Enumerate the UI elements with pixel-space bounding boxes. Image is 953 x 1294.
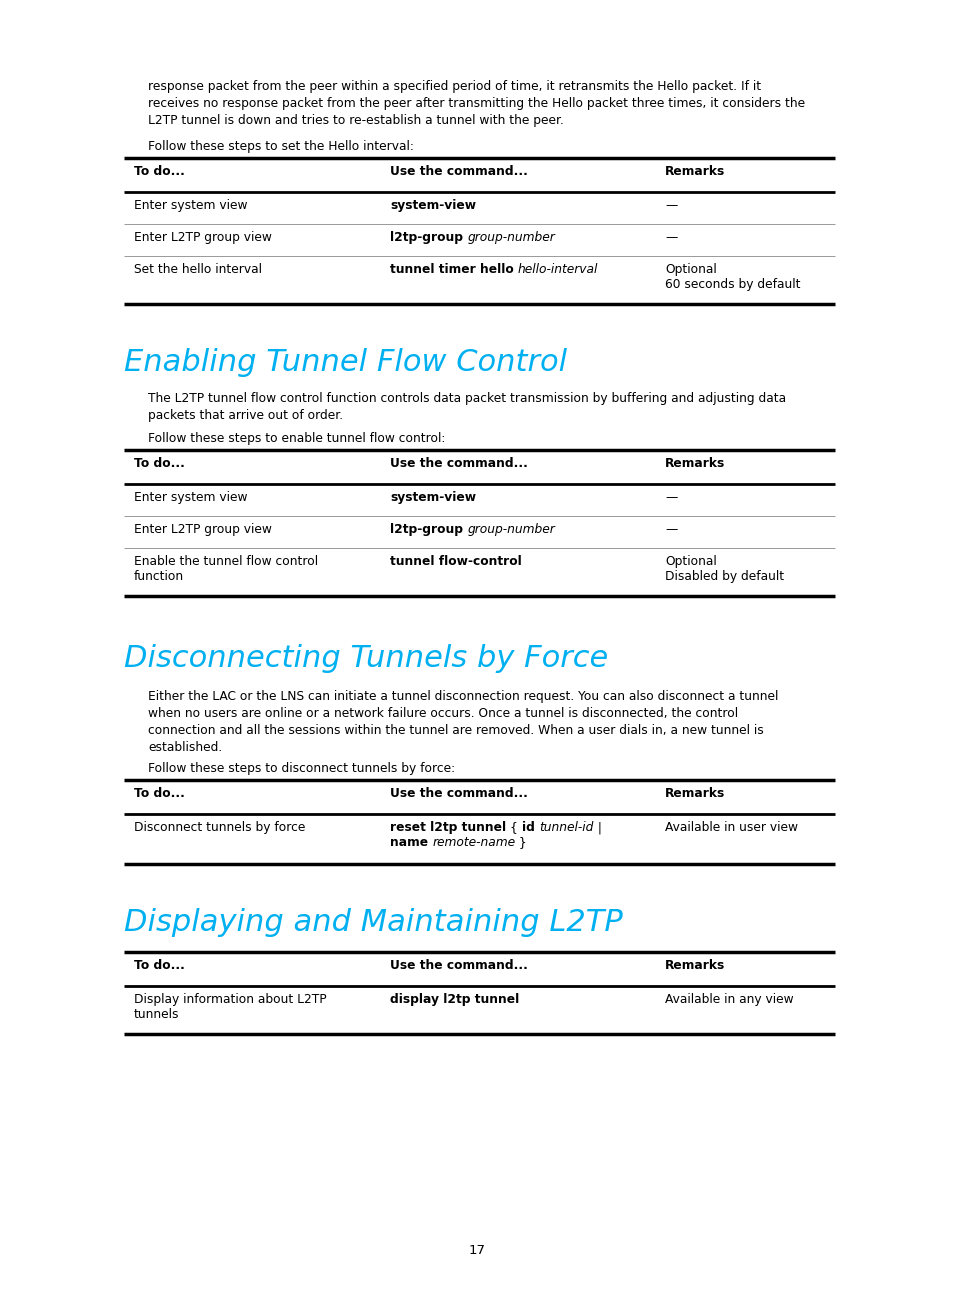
Text: l2tp-group: l2tp-group — [390, 523, 467, 536]
Text: reset l2tp tunnel: reset l2tp tunnel — [390, 820, 510, 835]
Text: Disconnecting Tunnels by Force: Disconnecting Tunnels by Force — [124, 644, 608, 673]
Text: Disconnect tunnels by force: Disconnect tunnels by force — [133, 820, 305, 835]
Text: tunnel flow-control: tunnel flow-control — [390, 555, 521, 568]
Text: |: | — [593, 820, 601, 835]
Text: Either the LAC or the LNS can initiate a tunnel disconnection request. You can a: Either the LAC or the LNS can initiate a… — [148, 690, 778, 703]
Text: system-view: system-view — [390, 490, 476, 503]
Text: Optional: Optional — [664, 555, 716, 568]
Text: Remarks: Remarks — [664, 166, 724, 179]
Text: name: name — [390, 836, 432, 849]
Text: Use the command...: Use the command... — [390, 787, 527, 800]
Text: Use the command...: Use the command... — [390, 166, 527, 179]
Text: Enter L2TP group view: Enter L2TP group view — [133, 523, 272, 536]
Text: response packet from the peer within a specified period of time, it retransmits : response packet from the peer within a s… — [148, 80, 760, 93]
Text: Follow these steps to set the Hello interval:: Follow these steps to set the Hello inte… — [148, 140, 414, 153]
Text: Enable the tunnel flow control: Enable the tunnel flow control — [133, 555, 317, 568]
Text: 60 seconds by default: 60 seconds by default — [664, 278, 800, 291]
Text: Enter L2TP group view: Enter L2TP group view — [133, 232, 272, 245]
Text: established.: established. — [148, 741, 222, 754]
Text: Use the command...: Use the command... — [390, 959, 527, 972]
Text: Optional: Optional — [664, 263, 716, 276]
Text: L2TP tunnel is down and tries to re-establish a tunnel with the peer.: L2TP tunnel is down and tries to re-esta… — [148, 114, 563, 127]
Text: tunnel timer hello: tunnel timer hello — [390, 263, 517, 276]
Text: display l2tp tunnel: display l2tp tunnel — [390, 992, 518, 1005]
Text: —: — — [664, 490, 677, 503]
Text: Follow these steps to enable tunnel flow control:: Follow these steps to enable tunnel flow… — [148, 432, 445, 445]
Text: Available in user view: Available in user view — [664, 820, 797, 835]
Text: Enter system view: Enter system view — [133, 490, 247, 503]
Text: packets that arrive out of order.: packets that arrive out of order. — [148, 409, 343, 422]
Text: system-view: system-view — [390, 199, 476, 212]
Text: To do...: To do... — [133, 787, 185, 800]
Text: Remarks: Remarks — [664, 959, 724, 972]
Text: Disabled by default: Disabled by default — [664, 569, 783, 584]
Text: Enabling Tunnel Flow Control: Enabling Tunnel Flow Control — [124, 348, 566, 377]
Text: To do...: To do... — [133, 457, 185, 470]
Text: The L2TP tunnel flow control function controls data packet transmission by buffe: The L2TP tunnel flow control function co… — [148, 392, 785, 405]
Text: receives no response packet from the peer after transmitting the Hello packet th: receives no response packet from the pee… — [148, 97, 804, 110]
Text: —: — — [664, 523, 677, 536]
Text: Available in any view: Available in any view — [664, 992, 793, 1005]
Text: group-number: group-number — [467, 232, 555, 245]
Text: Enter system view: Enter system view — [133, 199, 247, 212]
Text: —: — — [664, 232, 677, 245]
Text: tunnel-id: tunnel-id — [538, 820, 593, 835]
Text: Remarks: Remarks — [664, 787, 724, 800]
Text: Display information about L2TP: Display information about L2TP — [133, 992, 326, 1005]
Text: l2tp-group: l2tp-group — [390, 232, 467, 245]
Text: Follow these steps to disconnect tunnels by force:: Follow these steps to disconnect tunnels… — [148, 762, 455, 775]
Text: }: } — [515, 836, 527, 849]
Text: To do...: To do... — [133, 166, 185, 179]
Text: Use the command...: Use the command... — [390, 457, 527, 470]
Text: group-number: group-number — [467, 523, 555, 536]
Text: remote-name: remote-name — [432, 836, 515, 849]
Text: tunnels: tunnels — [133, 1008, 179, 1021]
Text: function: function — [133, 569, 184, 584]
Text: To do...: To do... — [133, 959, 185, 972]
Text: Remarks: Remarks — [664, 457, 724, 470]
Text: when no users are online or a network failure occurs. Once a tunnel is disconnec: when no users are online or a network fa… — [148, 707, 738, 719]
Text: —: — — [664, 199, 677, 212]
Text: Set the hello interval: Set the hello interval — [133, 263, 262, 276]
Text: connection and all the sessions within the tunnel are removed. When a user dials: connection and all the sessions within t… — [148, 725, 763, 738]
Text: 17: 17 — [468, 1244, 485, 1256]
Text: {: { — [510, 820, 521, 835]
Text: Displaying and Maintaining L2TP: Displaying and Maintaining L2TP — [124, 908, 622, 937]
Text: hello-interval: hello-interval — [517, 263, 598, 276]
Text: id: id — [521, 820, 538, 835]
